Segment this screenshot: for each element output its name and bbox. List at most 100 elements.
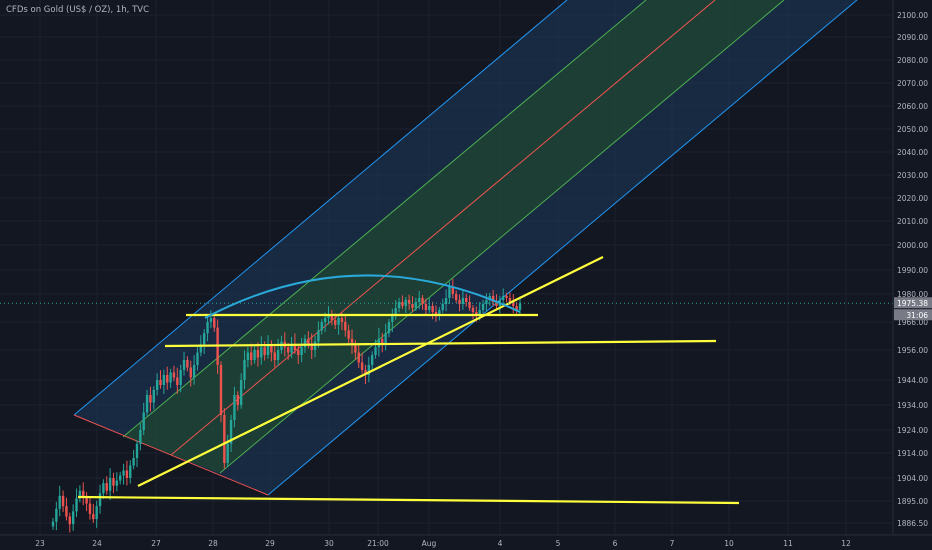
candle-body-119	[451, 286, 455, 294]
candle-61	[256, 342, 260, 367]
candle-87	[344, 314, 347, 337]
candle-50	[219, 361, 223, 423]
candle-body-136	[508, 298, 512, 302]
candle-body-35	[169, 372, 172, 383]
channel-median	[170, 0, 716, 456]
candle-body-64	[266, 344, 270, 355]
candle-117	[444, 289, 448, 312]
candle-body-83	[330, 314, 334, 320]
candle-123	[465, 293, 468, 307]
candle-body-59	[250, 352, 253, 360]
candle-body-109	[418, 298, 421, 302]
candle-body-44	[199, 344, 203, 353]
candle-body-86	[340, 318, 344, 322]
candle-body-38	[179, 370, 182, 385]
candle-137	[512, 294, 515, 314]
last-price-tag	[894, 297, 932, 309]
time-axis-bg	[0, 535, 932, 550]
candle-42	[192, 355, 196, 385]
candle-body-139	[518, 303, 522, 310]
candle-73	[297, 344, 300, 364]
candle-39	[182, 351, 186, 376]
candle-body-123	[465, 298, 468, 302]
channel-inner-upper	[122, 0, 647, 438]
candle-46	[206, 316, 209, 342]
candle-body-73	[297, 350, 300, 355]
candle-body-32	[159, 380, 162, 385]
candle-body-1	[55, 508, 58, 522]
candle-body-16	[105, 483, 108, 491]
candle-body-67	[276, 350, 280, 360]
candle-body-10	[85, 495, 88, 504]
candle-body-7	[75, 498, 78, 512]
candle-120	[454, 290, 458, 303]
candle-body-129	[485, 300, 488, 304]
time-axis[interactable]: 23 24 27 28 29 30 21:00 Aug 4 5 6 7 10 11 12	[0, 534, 932, 550]
y-tick-label-13: 1966.00	[897, 318, 928, 327]
candle-72	[293, 333, 297, 354]
candle-body-58	[246, 352, 250, 360]
candle-99	[384, 323, 387, 351]
y-tick-label-2: 2080.00	[897, 56, 928, 65]
y-tick-label-5: 2050.00	[897, 125, 928, 134]
countdown-tag	[894, 309, 932, 321]
candle-51	[223, 408, 226, 469]
candle-body-89	[350, 338, 354, 345]
y-tick-label-3: 2070.00	[897, 79, 928, 88]
candle-96	[374, 339, 377, 359]
candle-body-5	[68, 516, 71, 525]
candle-body-96	[374, 347, 377, 355]
candle-body-8	[78, 490, 82, 499]
countdown-value: 31:06	[906, 311, 928, 320]
candle-body-34	[166, 375, 169, 383]
candle-122	[461, 289, 465, 310]
candle-body-90	[354, 344, 357, 353]
candle-124	[468, 295, 471, 311]
candle-body-108	[414, 302, 418, 308]
candle-11	[88, 496, 92, 520]
candle-91	[357, 345, 360, 368]
candle-10	[85, 492, 88, 512]
candle-1	[55, 501, 58, 531]
candle-94	[367, 356, 371, 383]
candle-20	[118, 471, 122, 485]
candle-body-25	[135, 443, 139, 458]
candle-body-124	[468, 302, 471, 308]
candle-body-99	[384, 333, 387, 345]
candle-18	[112, 472, 115, 494]
candle-134	[502, 288, 505, 306]
candle-9	[82, 482, 85, 506]
candle-body-117	[444, 298, 448, 304]
candle-104	[401, 295, 404, 309]
candle-body-41	[189, 367, 192, 378]
candle-body-48	[213, 318, 216, 328]
candle-119	[451, 278, 455, 299]
candle-95	[370, 351, 374, 371]
candle-64	[266, 335, 270, 359]
arc-curve	[204, 274, 521, 319]
candle-body-61	[256, 350, 260, 358]
candle-35	[169, 368, 172, 388]
candle-body-50	[219, 365, 223, 415]
candle-body-57	[243, 360, 246, 380]
x-tick-label-13: 11	[783, 539, 793, 548]
drawings-layer[interactable]	[77, 256, 740, 505]
candle-body-75	[303, 338, 307, 348]
price-axis[interactable]: 2100.00 2090.00 2080.00 2070.00 2060.00 2050.…	[892, 0, 932, 535]
candle-body-70	[286, 347, 290, 353]
candle-body-0	[51, 521, 55, 527]
candle-body-116	[441, 304, 444, 310]
candle-body-91	[357, 352, 360, 363]
candle-body-134	[502, 296, 505, 300]
candle-body-17	[108, 478, 112, 491]
candle-41	[189, 360, 192, 387]
candle-body-22	[125, 470, 129, 478]
candle-3	[61, 490, 65, 512]
candle-body-135	[505, 296, 508, 298]
channel-upper-line	[73, 0, 568, 416]
candle-16	[105, 476, 108, 495]
candle-37	[176, 367, 179, 394]
candle-body-62	[260, 347, 263, 358]
candle-body-4	[65, 506, 68, 517]
